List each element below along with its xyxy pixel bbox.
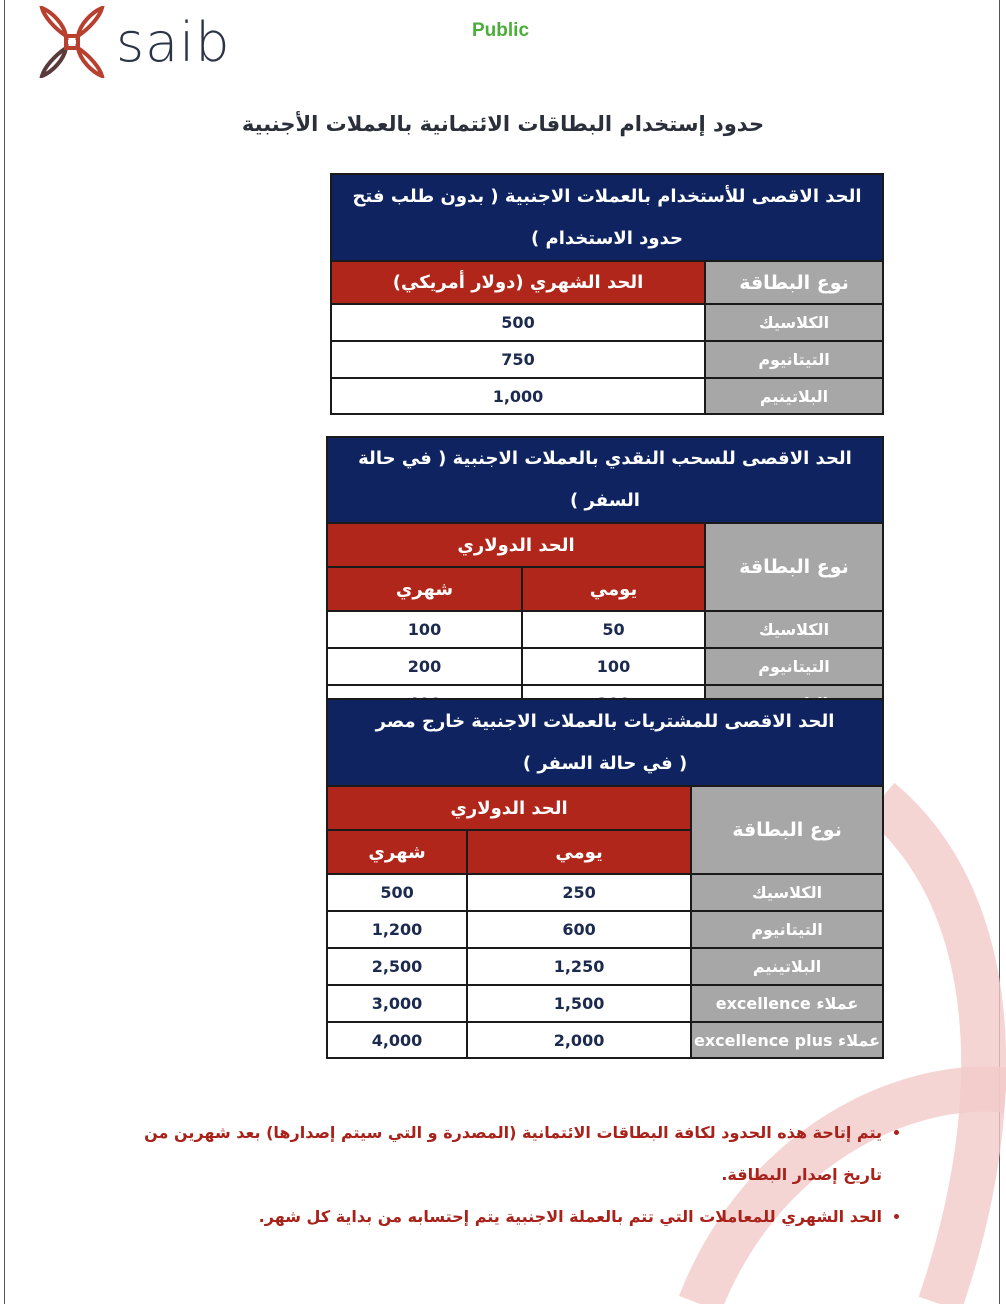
table-row: التيتانيوم 600 1,200	[325, 910, 885, 949]
table-title: الحد الاقصى للمشتريات بالعملات الاجنبية …	[325, 698, 885, 787]
page-title: حدود إستخدام البطاقات الائتمانية بالعملا…	[241, 112, 765, 136]
daily-value: 1,250	[466, 947, 693, 986]
col-monthly: شهري	[326, 566, 523, 612]
card-type: التيتانيوم	[704, 340, 885, 379]
col-card-type: نوع البطاقة	[704, 260, 885, 305]
table-row: البلاتينيم 1,000	[329, 377, 885, 415]
card-type: عملاء excellence	[690, 984, 885, 1023]
daily-value: 250	[466, 873, 693, 912]
logo-text: saib	[116, 10, 231, 74]
monthly-value: 3,000	[325, 984, 469, 1023]
table-row: التيتانيوم 750	[329, 340, 885, 379]
table-row: التيتانيوم 100 200	[326, 647, 884, 686]
card-type: التيتانيوم	[690, 910, 885, 949]
monthly-value: 750	[329, 340, 707, 379]
table-purchases-abroad: الحد الاقصى للمشتريات بالعملات الاجنبية …	[325, 698, 885, 1059]
col-card-type: نوع البطاقة	[690, 785, 885, 875]
daily-value: 2,000	[466, 1021, 693, 1059]
monthly-value: 100	[326, 610, 523, 649]
table-usage-limits: الحد الاقصى للأستخدام بالعملات الاجنبية …	[329, 173, 885, 415]
daily-value: 1,500	[466, 984, 693, 1023]
notes-list: يتم إتاحة هذه الحدود لكافة البطاقات الائ…	[102, 1112, 900, 1238]
table-row: عملاء excellence plus 2,000 4,000	[325, 1021, 885, 1059]
table-row: الكلاسيك 50 100	[326, 610, 884, 649]
col-monthly: الحد الشهري (دولار أمريكي)	[329, 260, 707, 305]
monthly-value: 500	[329, 303, 707, 342]
daily-value: 600	[466, 910, 693, 949]
table-title: الحد الاقصى للأستخدام بالعملات الاجنبية …	[329, 173, 885, 262]
card-type: الكلاسيك	[690, 873, 885, 912]
classification-label: Public	[472, 20, 530, 41]
table-title: الحد الاقصى للسحب النقدي بالعملات الاجنب…	[326, 436, 884, 524]
note-item: الحد الشهري للمعاملات التي تتم بالعملة ا…	[102, 1196, 882, 1238]
monthly-value: 2,500	[325, 947, 469, 986]
col-monthly: شهري	[325, 829, 469, 875]
col-daily: يومي	[466, 829, 693, 875]
table-row: عملاء excellence 1,500 3,000	[325, 984, 885, 1023]
daily-value: 50	[521, 610, 706, 649]
col-card-type: نوع البطاقة	[704, 522, 884, 612]
table-title-line1: الحد الاقصى للمشتريات بالعملات الاجنبية …	[375, 710, 835, 732]
table-row: البلاتينيم 1,250 2,500	[325, 947, 885, 986]
table-cash-withdrawal: الحد الاقصى للسحب النقدي بالعملات الاجنب…	[326, 436, 884, 723]
card-type: الكلاسيك	[704, 610, 884, 649]
col-daily: يومي	[521, 566, 706, 612]
monthly-value: 500	[325, 873, 469, 912]
card-type: الكلاسيك	[704, 303, 885, 342]
monthly-value: 4,000	[325, 1021, 469, 1059]
card-type: البلاتينيم	[690, 947, 885, 986]
card-type: البلاتينيم	[704, 377, 885, 415]
monthly-value: 200	[326, 647, 523, 686]
card-type: التيتانيوم	[704, 647, 884, 686]
saib-logo-icon	[39, 6, 105, 78]
col-dollar-limit: الحد الدولاري	[325, 785, 693, 831]
note-item: يتم إتاحة هذه الحدود لكافة البطاقات الائ…	[102, 1112, 882, 1196]
table-title-line2: ( في حالة السفر )	[522, 752, 688, 774]
table-row: الكلاسيك 250 500	[325, 873, 885, 912]
table-row: الكلاسيك 500	[329, 303, 885, 342]
card-type: عملاء excellence plus	[690, 1021, 885, 1059]
saib-logo: saib	[36, 6, 231, 78]
col-dollar-limit: الحد الدولاري	[326, 522, 706, 568]
page-frame	[4, 0, 1000, 1304]
monthly-value: 1,000	[329, 377, 707, 415]
monthly-value: 1,200	[325, 910, 469, 949]
daily-value: 100	[521, 647, 706, 686]
